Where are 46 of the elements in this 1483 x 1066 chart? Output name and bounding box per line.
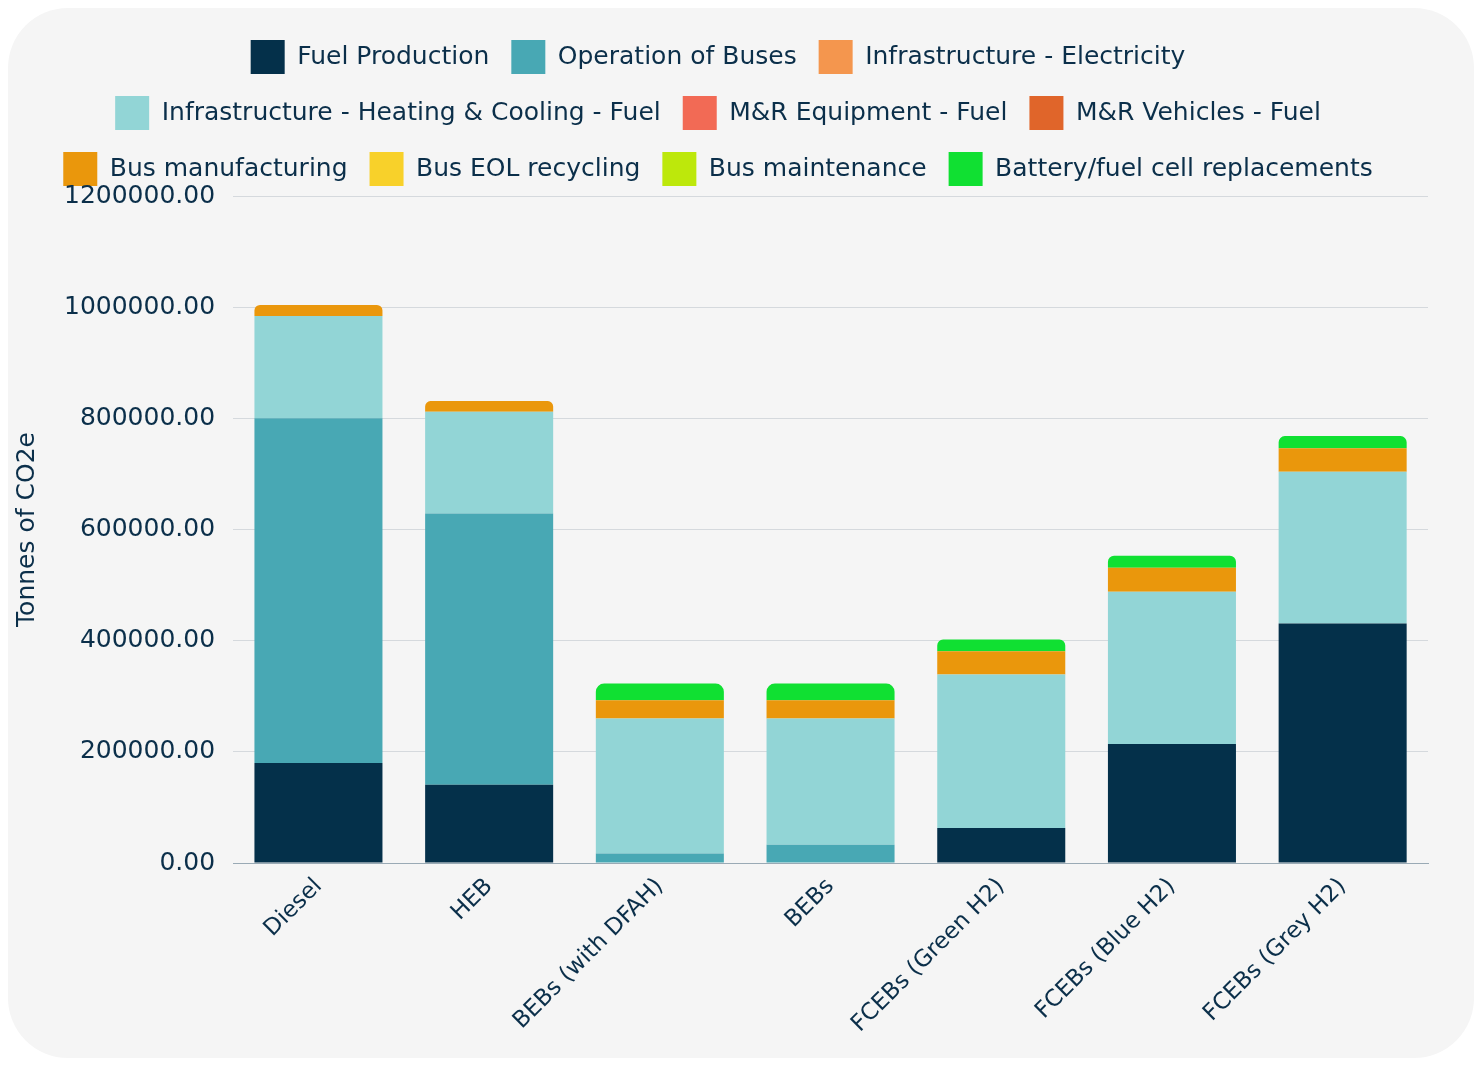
bar — [254, 762, 383, 863]
legend-label: Infrastructure - Electricity — [865, 40, 1186, 70]
bar — [1278, 436, 1407, 449]
bar — [425, 784, 554, 863]
y-tick-label: 200000.00 — [79, 735, 216, 765]
legend-label: Bus maintenance — [708, 152, 927, 182]
bar — [937, 827, 1066, 863]
bar — [425, 401, 554, 412]
y-tick-label: 0.00 — [159, 846, 216, 876]
bar — [1107, 555, 1236, 568]
y-tick-label: 400000.00 — [79, 624, 216, 654]
bar — [1107, 567, 1236, 592]
y-tick-label: 1200000.00 — [63, 179, 216, 209]
bar — [595, 853, 724, 863]
legend-label: Operation of Buses — [557, 40, 797, 70]
legend-label: M&R Vehicles - Fuel — [1075, 96, 1321, 126]
bar — [937, 651, 1066, 675]
bar — [425, 513, 554, 785]
bar — [595, 683, 724, 701]
bar — [1107, 591, 1236, 745]
bar — [766, 683, 895, 701]
bar — [595, 700, 724, 719]
bar — [766, 718, 895, 845]
legend-label: Battery/fuel cell replacements — [995, 152, 1373, 182]
bar — [937, 674, 1066, 828]
bar — [254, 316, 383, 419]
legend-label: Fuel Production — [297, 40, 490, 70]
y-tick-label: 800000.00 — [79, 401, 216, 431]
legend-label: Bus manufacturing — [109, 152, 348, 182]
y-axis-title: Tonnes of CO2e — [10, 432, 40, 628]
bar — [254, 304, 383, 317]
legend-label: M&R Equipment - Fuel — [729, 96, 1008, 126]
bar — [766, 844, 895, 863]
y-tick-label: 1000000.00 — [63, 290, 216, 320]
bar — [766, 700, 895, 719]
bar — [1278, 471, 1407, 624]
bar — [595, 718, 724, 854]
y-tick-label: 600000.00 — [79, 513, 216, 543]
bar — [425, 411, 554, 514]
bar — [1107, 744, 1236, 863]
legend-label: Bus EOL recycling — [416, 152, 641, 182]
bar — [937, 639, 1066, 652]
bar — [1278, 623, 1407, 863]
bar — [1278, 448, 1407, 472]
legend-label: Infrastructure - Heating & Cooling - Fuel — [161, 96, 661, 126]
bar — [254, 418, 383, 763]
